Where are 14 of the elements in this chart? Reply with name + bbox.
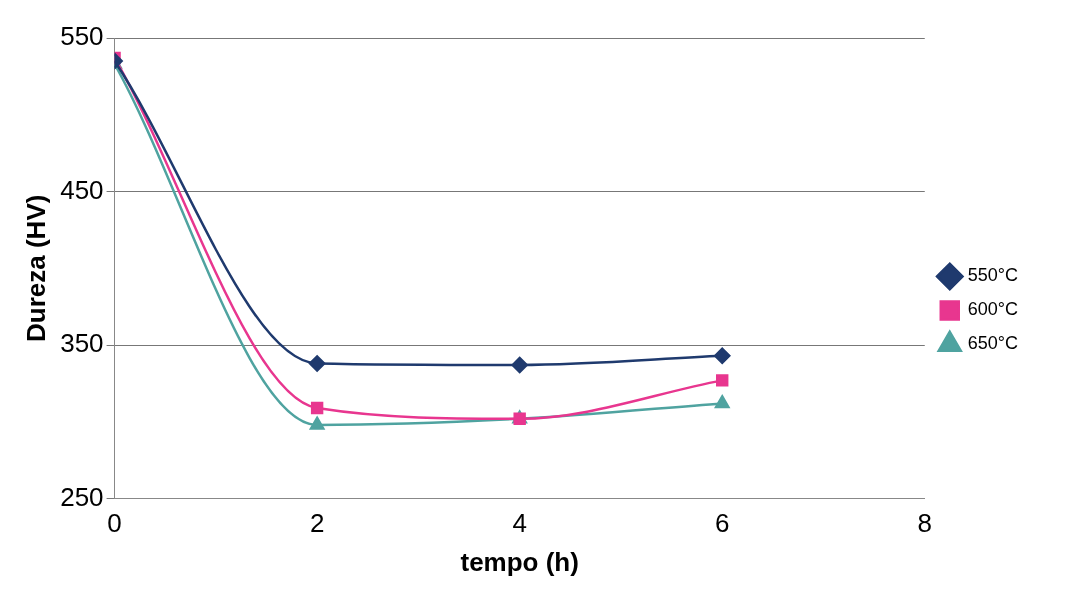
y-tick-label: 450 — [60, 174, 104, 205]
legend-label: 600°C — [967, 299, 1018, 320]
y-axis-title: Dureza (HV) — [20, 194, 51, 342]
x-tick-label: 0 — [107, 508, 122, 539]
x-tick-label: 6 — [714, 508, 730, 539]
y-tick-label: 350 — [60, 328, 104, 359]
x-axis-title: tempo (h) — [460, 546, 579, 577]
y-tick-label: 250 — [60, 481, 104, 512]
legend-label: 550°C — [967, 265, 1018, 286]
legend-label: 650°C — [967, 333, 1018, 354]
y-tick-label: 550 — [60, 21, 104, 52]
x-tick-label: 4 — [512, 508, 527, 539]
x-tick-label: 8 — [917, 508, 932, 539]
x-tick-label: 2 — [309, 508, 325, 539]
